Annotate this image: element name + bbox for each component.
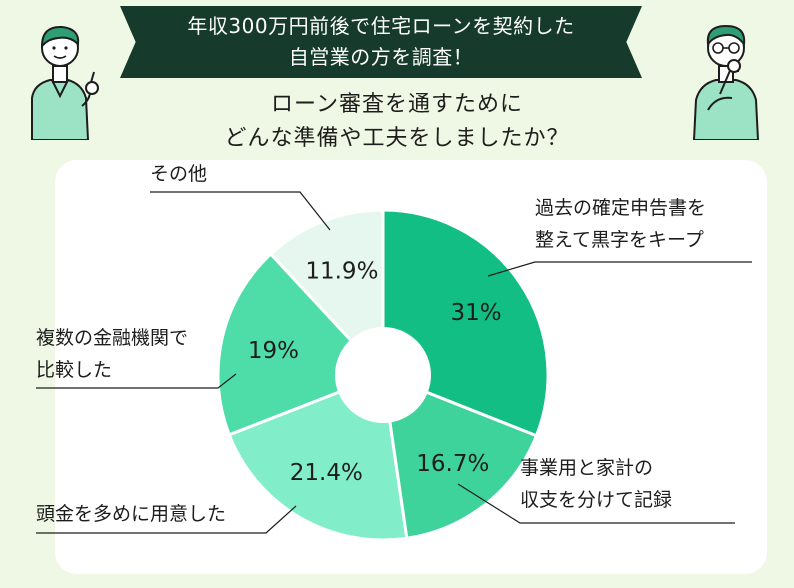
donut-hole	[335, 327, 431, 423]
title-banner: 年収300万円前後で住宅ローンを契約した 自営業の方を調査！	[120, 6, 642, 78]
slice-category-label: 頭金を多めに用意した	[36, 503, 226, 525]
leader-line	[150, 191, 331, 231]
question-line-2: どんな準備や工夫をしましたか？	[224, 126, 570, 151]
slice-category-label: 比較した	[36, 359, 112, 381]
slice-category-label: その他	[150, 163, 207, 185]
leader-line	[36, 373, 237, 389]
slice-category-label: 事業用と家計の	[520, 457, 653, 479]
slice-value-label: 16.7%	[416, 451, 489, 477]
leader-line	[487, 261, 752, 277]
pie-slice	[381, 372, 539, 540]
slice-category-label: 整えて黒字をキープ	[535, 229, 704, 251]
leader-line	[457, 483, 735, 524]
slice-value-label: 31%	[450, 300, 501, 326]
slice-value-label: 19%	[248, 338, 299, 364]
slice-category-label: 複数の金融機関で	[36, 327, 188, 349]
question-line-1: ローン審査を通すために	[271, 92, 523, 117]
banner-line-2: 自営業の方を調査！	[288, 45, 474, 69]
slice-value-label: 21.4%	[290, 460, 363, 486]
slice-value-label: 11.9%	[305, 258, 378, 284]
thinking-person-illustration	[692, 24, 760, 140]
slice-category-label: 収支を分けて記録	[520, 489, 672, 511]
banner-line-1: 年収300万円前後で住宅ローンを契約した	[187, 14, 575, 38]
slice-category-label: 過去の確定申告書を	[535, 197, 706, 219]
leader-line	[36, 505, 297, 534]
survey-question: ローン審査を通すために どんな準備や工夫をしましたか？	[150, 88, 644, 156]
pointing-person-illustration	[31, 25, 99, 140]
